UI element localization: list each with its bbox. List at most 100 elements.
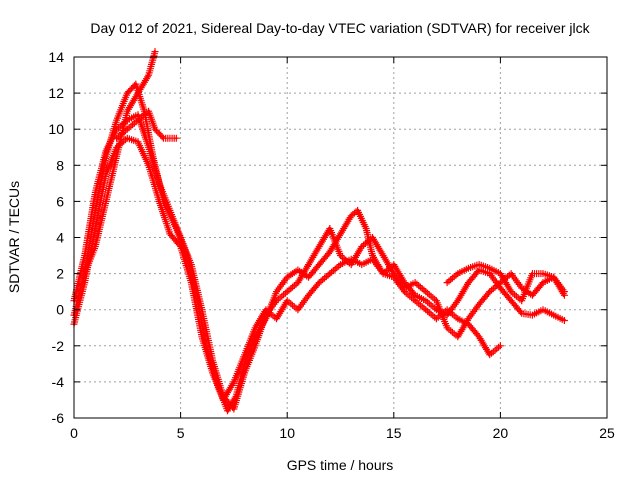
data-point bbox=[317, 245, 321, 248]
data-point bbox=[349, 257, 353, 261]
series-track-4 bbox=[113, 107, 180, 142]
data-point bbox=[413, 281, 417, 284]
data-point bbox=[424, 290, 427, 293]
data-point bbox=[509, 299, 513, 302]
data-point bbox=[136, 91, 140, 95]
data-point bbox=[477, 335, 481, 338]
data-point bbox=[477, 303, 481, 306]
data-point bbox=[115, 118, 118, 122]
data-point bbox=[381, 254, 385, 257]
data-point bbox=[126, 137, 129, 140]
data-point bbox=[200, 308, 204, 311]
axis-ticks: 0 5 10 15 20 25 -6 -4 -2 0 2 4 6 8 10 12 14 bbox=[48, 49, 615, 441]
x-tick-label: 0 bbox=[70, 425, 78, 441]
y-tick-label: -2 bbox=[52, 338, 65, 354]
data-point bbox=[499, 272, 502, 275]
data-point bbox=[477, 268, 481, 272]
data-point bbox=[339, 232, 342, 236]
y-tick-label: -4 bbox=[52, 374, 65, 390]
data-point bbox=[136, 113, 140, 116]
data-point bbox=[115, 155, 118, 158]
data-point bbox=[190, 281, 193, 284]
data-point bbox=[243, 353, 246, 357]
data-point bbox=[328, 227, 332, 230]
x-tick-label: 10 bbox=[279, 425, 295, 441]
data-point bbox=[488, 266, 491, 270]
data-point bbox=[456, 299, 459, 302]
data-point bbox=[413, 294, 417, 297]
data-point bbox=[83, 254, 86, 257]
data-point bbox=[254, 344, 257, 347]
data-point bbox=[179, 245, 182, 248]
data-point bbox=[254, 326, 257, 329]
data-point bbox=[175, 137, 178, 140]
data-point bbox=[552, 276, 555, 279]
y-tick-label: 10 bbox=[48, 121, 64, 137]
data-point bbox=[286, 299, 289, 302]
data-point bbox=[349, 263, 353, 266]
data-point bbox=[381, 272, 385, 275]
data-point bbox=[520, 312, 523, 315]
data-point bbox=[403, 290, 406, 293]
data-point bbox=[307, 276, 310, 279]
data-point bbox=[392, 263, 395, 266]
data-point bbox=[364, 227, 368, 230]
data-point bbox=[371, 257, 374, 261]
y-axis-label: SDTVAR / TECUs bbox=[6, 181, 22, 293]
data-point bbox=[356, 209, 359, 212]
data-point bbox=[296, 268, 300, 272]
data-point bbox=[83, 272, 86, 275]
data-point bbox=[435, 317, 438, 320]
data-point bbox=[467, 317, 470, 320]
x-tick-label: 15 bbox=[386, 425, 402, 441]
data-point bbox=[275, 317, 278, 320]
data-point bbox=[243, 371, 246, 375]
data-point bbox=[531, 272, 534, 275]
data-point bbox=[328, 250, 332, 254]
data-point bbox=[499, 286, 502, 290]
series-track-5 bbox=[81, 48, 159, 278]
data-point bbox=[179, 236, 182, 239]
data-point bbox=[435, 299, 438, 302]
data-point bbox=[563, 319, 566, 322]
data-point bbox=[147, 146, 150, 149]
data-point bbox=[115, 128, 118, 131]
y-tick-label: 8 bbox=[56, 157, 64, 173]
data-point bbox=[339, 254, 342, 257]
data-point bbox=[360, 245, 364, 248]
x-tick-label: 25 bbox=[599, 425, 615, 441]
data-point bbox=[467, 281, 470, 284]
y-tick-label: 12 bbox=[48, 85, 64, 101]
data-point bbox=[136, 118, 140, 122]
data-point bbox=[264, 308, 268, 311]
data-point bbox=[467, 266, 470, 270]
data-point bbox=[392, 276, 395, 279]
data-point bbox=[153, 50, 157, 53]
data-point bbox=[158, 182, 161, 185]
data-point bbox=[296, 281, 300, 284]
chart-title: Day 012 of 2021, Sidereal Day-to-day VTE… bbox=[90, 20, 590, 36]
data-point bbox=[424, 308, 427, 311]
data-point bbox=[168, 232, 172, 236]
data-point bbox=[467, 322, 470, 326]
data-point bbox=[456, 272, 459, 275]
data-point bbox=[94, 245, 97, 248]
data-point bbox=[307, 263, 310, 266]
data-point bbox=[94, 191, 97, 194]
data-point bbox=[168, 209, 172, 212]
data-point bbox=[162, 137, 165, 140]
data-points bbox=[70, 48, 568, 415]
data-point bbox=[488, 290, 491, 293]
data-point bbox=[134, 82, 138, 86]
data-point bbox=[509, 290, 513, 293]
data-point bbox=[286, 276, 289, 279]
y-tick-label: -6 bbox=[52, 410, 65, 426]
data-point bbox=[541, 308, 545, 311]
data-point bbox=[307, 294, 310, 297]
data-point bbox=[147, 73, 150, 77]
data-point bbox=[531, 294, 534, 297]
x-tick-label: 20 bbox=[493, 425, 509, 441]
data-point bbox=[104, 173, 108, 176]
data-point bbox=[499, 281, 502, 284]
